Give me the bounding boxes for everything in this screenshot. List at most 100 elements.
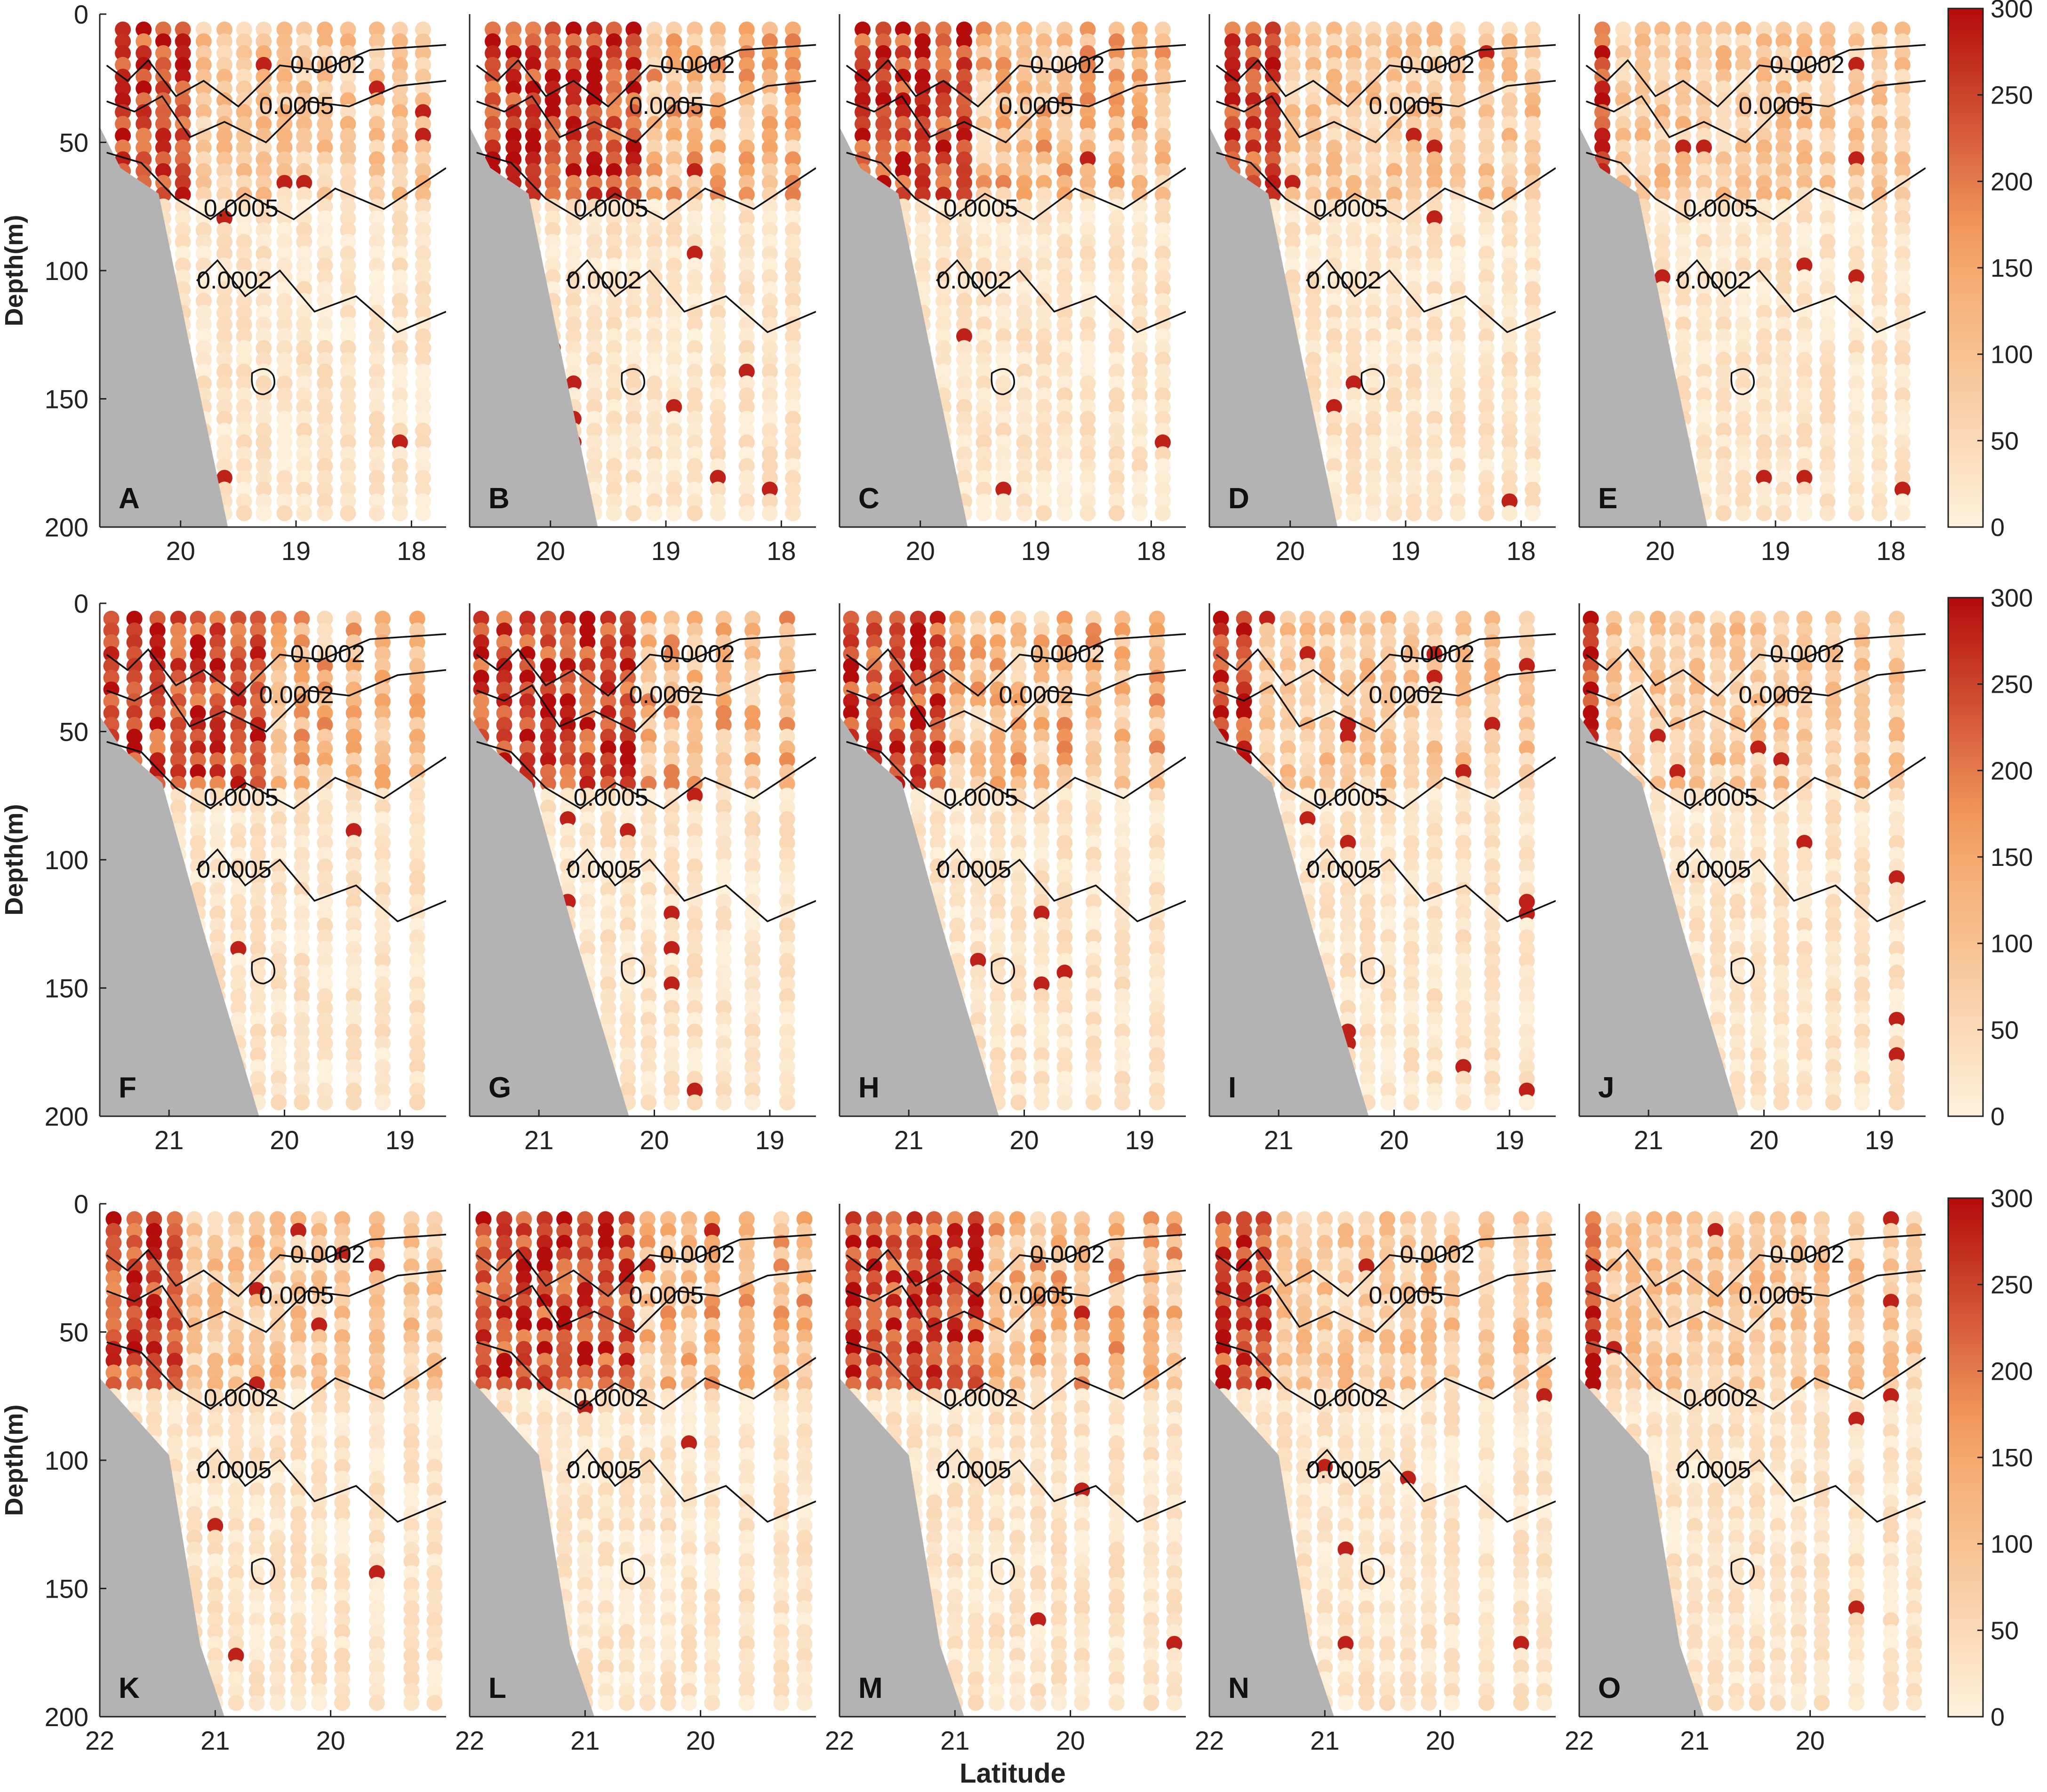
- data-point: [1796, 68, 1813, 85]
- data-point: [340, 257, 356, 274]
- data-point: [1715, 328, 1732, 344]
- data-point: [375, 705, 391, 721]
- data-point: [276, 493, 293, 510]
- data-point: [1154, 210, 1171, 226]
- data-point: [1756, 316, 1772, 333]
- data-point: [625, 198, 642, 215]
- data-point: [368, 458, 385, 474]
- data-point: [1775, 281, 1792, 297]
- data-point: [1036, 246, 1052, 262]
- data-point: [415, 363, 431, 380]
- data-point: [1756, 33, 1772, 49]
- data-point: [640, 929, 657, 945]
- data-point: [1756, 505, 1772, 521]
- data-point: [1010, 917, 1027, 934]
- data-point: [1524, 80, 1541, 97]
- data-point: [1056, 882, 1073, 898]
- data-point: [738, 446, 755, 463]
- data-point: [866, 717, 882, 733]
- data-point: [375, 1094, 391, 1111]
- data-point: [1345, 352, 1362, 368]
- data-point: [1715, 470, 1732, 486]
- data-point: [1131, 33, 1148, 49]
- data-point: [1478, 233, 1495, 250]
- data-point: [914, 186, 931, 203]
- data-point: [1033, 929, 1050, 945]
- data-point: [1056, 68, 1073, 85]
- data-point: [1056, 139, 1073, 156]
- data-point: [586, 128, 602, 144]
- data-point: [646, 293, 663, 309]
- data-point: [579, 847, 596, 863]
- data-point: [317, 411, 333, 427]
- data-point: [929, 693, 946, 710]
- data-point: [1036, 399, 1052, 415]
- data-point: [956, 316, 972, 333]
- data-point: [1615, 45, 1631, 61]
- data-point: [1016, 186, 1032, 203]
- data-point: [914, 233, 931, 250]
- data-point: [1478, 352, 1495, 368]
- data-point: [1695, 316, 1712, 333]
- data-point: [895, 104, 911, 120]
- data-point: [1654, 222, 1671, 238]
- data-point: [1245, 163, 1262, 179]
- data-point: [640, 657, 657, 674]
- data-point: [1010, 787, 1027, 804]
- data-point: [687, 917, 703, 934]
- data-point: [1326, 33, 1342, 49]
- data-point: [1594, 80, 1611, 97]
- data-point: [256, 411, 272, 427]
- data-point: [209, 776, 226, 792]
- data-point: [995, 222, 1012, 238]
- data-point: [606, 387, 622, 403]
- data-point: [368, 423, 385, 439]
- data-point: [1016, 80, 1032, 97]
- data-point: [1449, 411, 1466, 427]
- data-point: [1345, 505, 1362, 521]
- data-point: [664, 1012, 680, 1028]
- data-point: [1796, 269, 1813, 286]
- data-point: [935, 128, 952, 144]
- data-point: [368, 470, 385, 486]
- data-point: [687, 458, 703, 474]
- data-point: [1386, 80, 1402, 97]
- data-point: [540, 705, 556, 721]
- data-point: [1305, 45, 1321, 61]
- data-point: [1819, 328, 1836, 344]
- data-point: [586, 411, 602, 427]
- data-point: [1478, 434, 1495, 451]
- data-point: [1654, 163, 1671, 179]
- data-point: [935, 21, 952, 38]
- data-point: [744, 847, 761, 863]
- data-point: [970, 740, 986, 757]
- data-point: [340, 481, 356, 498]
- data-point: [710, 293, 726, 309]
- contour-line: [1216, 80, 1556, 144]
- data-point: [317, 269, 333, 286]
- data-point: [1079, 210, 1096, 226]
- data-point: [1871, 104, 1887, 120]
- data-point: [136, 80, 152, 97]
- data-point: [375, 964, 391, 981]
- data-point: [375, 823, 391, 839]
- data-point: [779, 952, 795, 969]
- data-point: [1449, 257, 1466, 274]
- data-point: [579, 752, 596, 768]
- data-point: [175, 198, 191, 215]
- data-point: [744, 657, 761, 674]
- data-point: [392, 198, 408, 215]
- data-point: [1524, 56, 1541, 73]
- data-point: [190, 705, 206, 721]
- colorbar-tick-label: 150: [1991, 254, 2033, 282]
- data-point: [1131, 116, 1148, 132]
- data-point: [995, 104, 1012, 120]
- data-point: [1010, 1094, 1027, 1111]
- data-point: [1796, 505, 1813, 521]
- data-point: [368, 375, 385, 392]
- data-point: [216, 233, 232, 250]
- data-point: [1016, 481, 1032, 498]
- data-point: [929, 681, 946, 698]
- data-point: [990, 952, 1006, 969]
- data-point: [544, 210, 561, 226]
